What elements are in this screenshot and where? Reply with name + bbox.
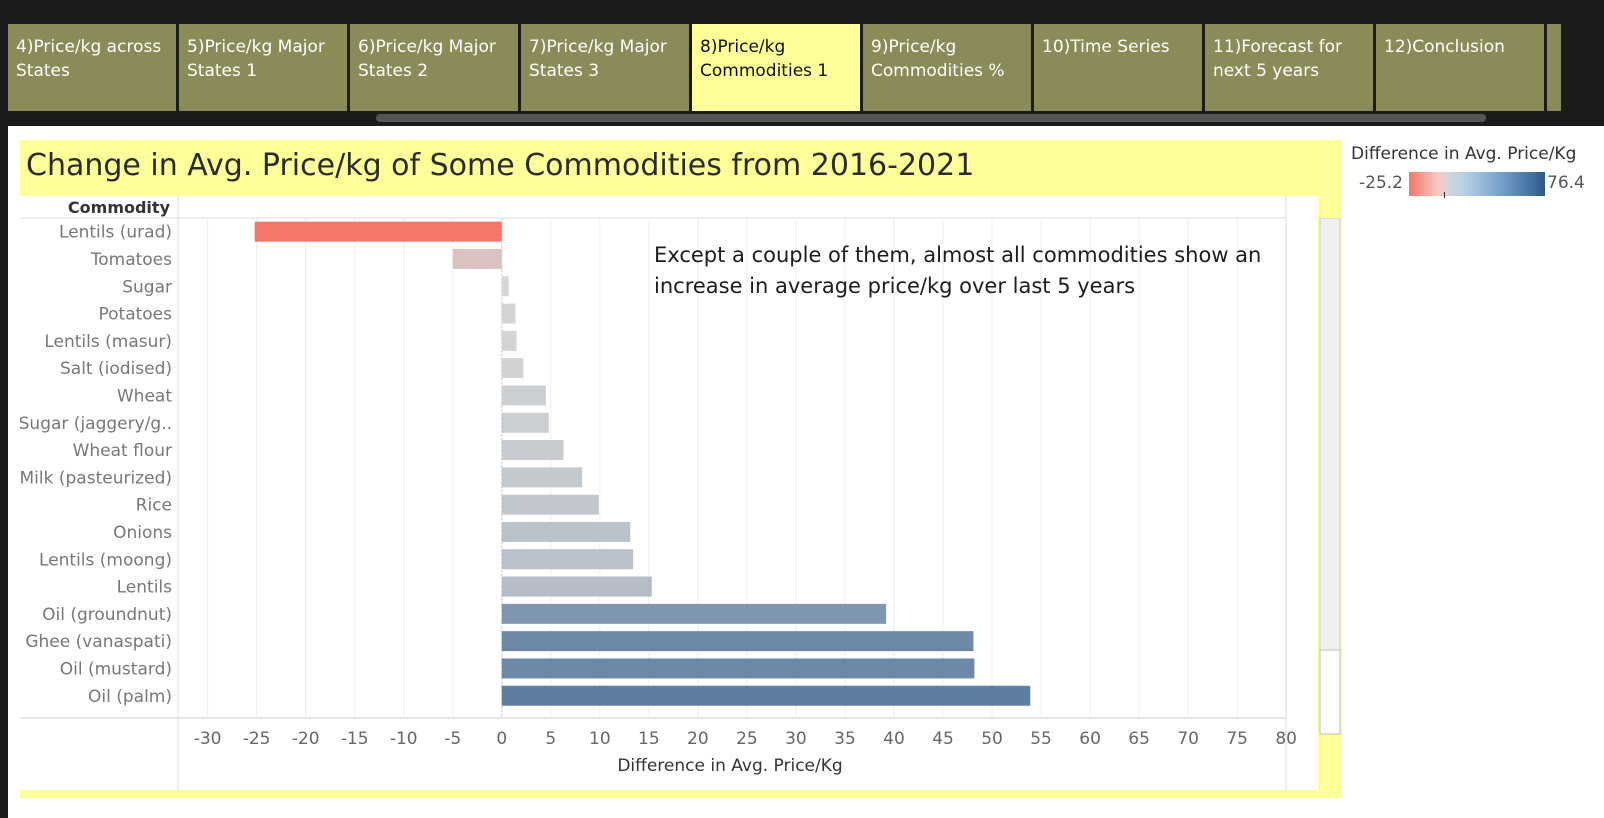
x-tick-label: 35 — [834, 729, 856, 749]
bar[interactable] — [501, 467, 583, 488]
x-tick-label: 50 — [981, 729, 1003, 749]
x-tick-label: -25 — [243, 729, 271, 749]
tab-commodities-1[interactable]: 8)Price/kg Commodities 1 — [692, 24, 860, 111]
tab-label: 9)Price/kg Commodities % — [871, 37, 1005, 81]
tab-overflow[interactable] — [1547, 24, 1561, 111]
tab-conclusion[interactable]: 12)Conclusion — [1376, 24, 1544, 111]
category-label: Oil (mustard) — [60, 659, 172, 679]
legend-min-label: -25.2 — [1359, 173, 1403, 193]
category-label: Rice — [136, 496, 172, 516]
category-label: Lentils (masur) — [44, 332, 172, 352]
tab-label: 12)Conclusion — [1384, 37, 1505, 57]
legend-color-ramp — [1409, 172, 1545, 196]
bar[interactable] — [254, 221, 502, 242]
x-tick-label: 25 — [736, 729, 758, 749]
tab-label: 10)Time Series — [1042, 37, 1170, 57]
chart-title: Change in Avg. Price/kg of Some Commodit… — [26, 148, 975, 183]
x-tick-label: 5 — [545, 729, 556, 749]
chart-panel: Change in Avg. Price/kg of Some Commodit… — [20, 140, 1342, 798]
tab-price-across-states[interactable]: 4)Price/kg across States — [8, 24, 176, 111]
category-label: Sugar — [122, 277, 172, 297]
legend-title: Difference in Avg. Price/Kg — [1351, 144, 1577, 164]
x-tick-label: 70 — [1177, 729, 1199, 749]
category-label: Wheat — [117, 386, 172, 406]
tab-commodities-percent[interactable]: 9)Price/kg Commodities % — [863, 24, 1031, 111]
bar-chart: Commodity Lentils (urad) Tomatoes Sugar Pot… — [20, 196, 1297, 790]
x-axis-ticks: -30 -25 -20 -15 -10 -5 0 5 10 15 20 25 30 35 40 45 50 55 6… — [194, 729, 1297, 749]
x-tick-label: 60 — [1079, 729, 1101, 749]
tab-label: 7)Price/kg Major States 3 — [529, 37, 667, 81]
x-tick-label: 20 — [687, 729, 709, 749]
category-label: Milk (pasteurized) — [20, 468, 172, 488]
tab-scrollbar[interactable] — [376, 114, 1486, 122]
bar[interactable] — [501, 685, 1031, 706]
legend-max-label: 76.4 — [1547, 173, 1585, 193]
row-header-commodity: Commodity — [68, 198, 171, 217]
bar[interactable] — [501, 303, 516, 324]
x-axis-title: Difference in Avg. Price/Kg — [617, 756, 842, 776]
vertical-scrollbar[interactable] — [1318, 217, 1342, 738]
x-tick-label: 75 — [1226, 729, 1248, 749]
x-tick-label: -10 — [390, 729, 418, 749]
tab-label: 11)Forecast for next 5 years — [1213, 37, 1342, 81]
category-label: Oil (groundnut) — [42, 605, 172, 625]
bars — [254, 221, 1031, 706]
x-tick-label: 0 — [496, 729, 507, 749]
bar[interactable] — [501, 521, 631, 542]
bar[interactable] — [501, 631, 974, 652]
bar[interactable] — [501, 276, 509, 297]
tab-label: 5)Price/kg Major States 1 — [187, 37, 325, 81]
tab-forecast[interactable]: 11)Forecast for next 5 years — [1205, 24, 1373, 111]
tab-label: 6)Price/kg Major States 2 — [358, 37, 496, 81]
x-tick-label: 45 — [932, 729, 954, 749]
category-label: Wheat flour — [73, 441, 172, 461]
tab-major-states-3[interactable]: 7)Price/kg Major States 3 — [521, 24, 689, 111]
x-tick-label: -5 — [444, 729, 461, 749]
x-tick-label: 10 — [589, 729, 611, 749]
bar[interactable] — [501, 412, 549, 433]
legend-zero-marker — [1444, 192, 1445, 198]
x-tick-label: 15 — [638, 729, 660, 749]
bar[interactable] — [501, 549, 634, 570]
x-tick-label: 65 — [1128, 729, 1150, 749]
tab-label: 4)Price/kg across States — [16, 37, 162, 81]
category-label: Ghee (vanaspati) — [25, 632, 172, 652]
chart-area: Commodity Lentils (urad) Tomatoes Sugar Pot… — [20, 196, 1318, 790]
bar[interactable] — [501, 658, 975, 679]
x-tick-label: 30 — [785, 729, 807, 749]
color-legend: Difference in Avg. Price/Kg -25.2 76.4 — [1351, 144, 1591, 224]
scrollbar-graphic — [1319, 217, 1341, 735]
bar[interactable] — [501, 576, 652, 597]
category-label: Salt (iodised) — [60, 359, 172, 379]
category-label: Oil (palm) — [88, 687, 172, 707]
bar[interactable] — [501, 330, 517, 351]
tab-label: 8)Price/kg Commodities 1 — [700, 37, 829, 81]
x-tick-label: -30 — [194, 729, 222, 749]
bar[interactable] — [501, 603, 887, 624]
annotation-text: Except a couple of them, almost all comm… — [654, 243, 1262, 298]
category-label: Lentils (moong) — [39, 550, 172, 570]
tab-bar: 4)Price/kg across States 5)Price/kg Majo… — [0, 0, 1604, 130]
x-tick-label: 40 — [883, 729, 905, 749]
tab-major-states-2[interactable]: 6)Price/kg Major States 2 — [350, 24, 518, 111]
tab-time-series[interactable]: 10)Time Series — [1034, 24, 1202, 111]
bar[interactable] — [501, 385, 546, 406]
category-labels: Lentils (urad) Tomatoes Sugar Potatoes Lenti… — [20, 223, 172, 707]
category-label: Onions — [113, 523, 172, 543]
x-tick-label: 80 — [1275, 729, 1297, 749]
category-label: Sugar (jaggery/g.. — [20, 414, 172, 434]
category-label: Tomatoes — [90, 250, 172, 270]
bar[interactable] — [501, 440, 564, 461]
category-label: Lentils — [117, 578, 173, 598]
category-label: Potatoes — [98, 305, 172, 325]
bar[interactable] — [452, 248, 502, 269]
x-tick-label: -20 — [292, 729, 320, 749]
x-tick-label: 55 — [1030, 729, 1052, 749]
category-label: Lentils (urad) — [59, 223, 172, 243]
dashboard: Change in Avg. Price/kg of Some Commodit… — [8, 126, 1604, 818]
bar[interactable] — [501, 494, 599, 515]
bar[interactable] — [501, 358, 524, 379]
tab-major-states-1[interactable]: 5)Price/kg Major States 1 — [179, 24, 347, 111]
x-tick-label: -15 — [341, 729, 369, 749]
